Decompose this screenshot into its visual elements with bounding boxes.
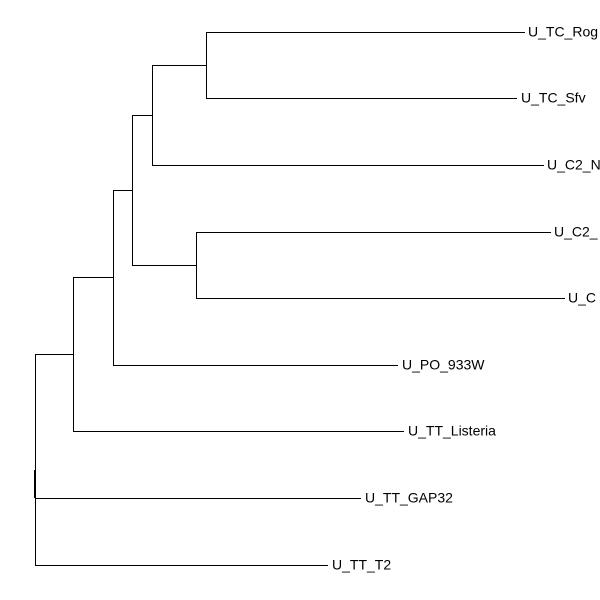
leaf-label: U_TT_GAP32 xyxy=(365,490,453,506)
leaf-label: U_TC_Sfv xyxy=(521,90,586,106)
leaf-label: U_TC_Rog xyxy=(528,24,598,40)
leaf-label: U_TT_T2 xyxy=(332,557,391,573)
leaf-label: U_C2_N xyxy=(547,157,600,173)
branches xyxy=(34,32,565,566)
leaf-label: U_PO_933W xyxy=(402,357,485,373)
leaf-label: U_TT_Listeria xyxy=(408,423,496,439)
leaf-label: U_C xyxy=(568,290,596,306)
leaf-label: U_C2_ xyxy=(554,224,598,240)
leaf-labels: U_TC_Rog U_TC_Sfv U_C2_N U_C2_ U_C U_PO_… xyxy=(332,24,600,573)
